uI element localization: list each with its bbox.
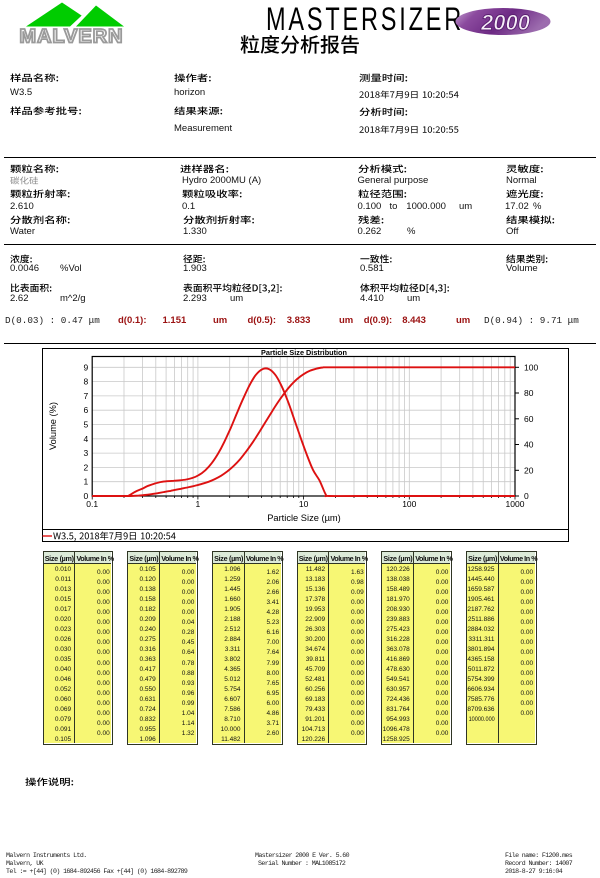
svg-text:10: 10 [299, 499, 309, 509]
svg-text:60: 60 [524, 414, 534, 424]
svg-text:2: 2 [83, 462, 88, 472]
svg-text:Volume (%): Volume (%) [48, 402, 58, 450]
svg-text:1000: 1000 [506, 499, 525, 509]
svg-text:0: 0 [524, 491, 529, 501]
svg-text:1: 1 [83, 477, 88, 487]
svg-text:100: 100 [524, 362, 538, 372]
svg-text:0: 0 [83, 491, 88, 501]
svg-text:2000: 2000 [480, 10, 531, 35]
svg-text:3: 3 [83, 448, 88, 458]
svg-text:7: 7 [83, 391, 88, 401]
svg-text:100: 100 [402, 499, 416, 509]
svg-text:Particle Size Distribution: Particle Size Distribution [261, 348, 347, 357]
svg-text:8: 8 [83, 377, 88, 387]
svg-text:40: 40 [524, 440, 534, 450]
svg-text:0.1: 0.1 [86, 499, 98, 509]
svg-text:6: 6 [83, 405, 88, 415]
svg-text:4: 4 [83, 434, 88, 444]
svg-text:9: 9 [83, 362, 88, 372]
svg-text:5: 5 [83, 420, 88, 430]
svg-text:1: 1 [196, 499, 201, 509]
svg-text:80: 80 [524, 388, 534, 398]
svg-text:MALVERN: MALVERN [19, 26, 123, 45]
svg-text:20: 20 [524, 465, 534, 475]
svg-text:Particle Size (µm): Particle Size (µm) [267, 513, 341, 523]
